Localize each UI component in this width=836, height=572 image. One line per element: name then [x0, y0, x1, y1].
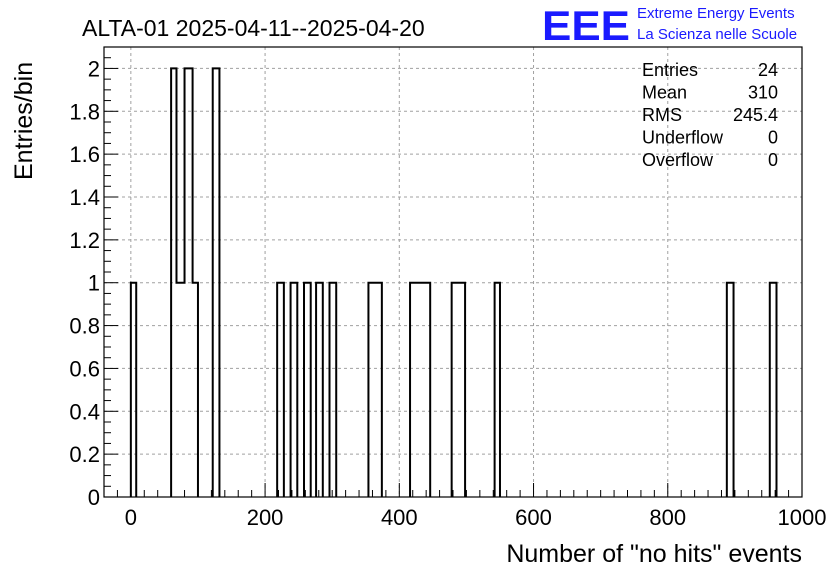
histogram-bin: [176, 283, 184, 497]
histogram-bin: [131, 283, 136, 497]
stats-label: RMS: [642, 105, 682, 125]
y-tick-label: 1.6: [69, 142, 100, 167]
histogram-bin: [410, 283, 430, 497]
y-tick-label: 0.4: [69, 399, 100, 424]
stats-value: 0: [768, 128, 778, 148]
stats-value: 310: [748, 83, 778, 103]
eee-logo-line-2: La Scienza nelle Scuole: [637, 26, 797, 43]
y-tick-label: 0.8: [69, 314, 100, 339]
histogram-bin: [330, 283, 337, 497]
x-axis-label: Number of "no hits" events: [506, 540, 802, 568]
x-tick-label: 1000: [778, 505, 827, 530]
stats-label: Entries: [642, 60, 698, 80]
y-tick-label: 1.8: [69, 99, 100, 124]
x-tick-label: 800: [649, 505, 686, 530]
histogram-bin: [185, 68, 193, 497]
stats-box: Entries 24 Mean 310 RMS 245.4 Underflow 0 Overfl…: [642, 60, 778, 170]
eee-logo: EEE Extreme Energy Events La Scienza nel…: [542, 2, 797, 49]
x-tick-label: 600: [515, 505, 552, 530]
histogram-bin: [727, 283, 734, 497]
x-tick-label: 400: [381, 505, 418, 530]
y-tick-label: 1.4: [69, 185, 100, 210]
histogram-bin: [304, 283, 311, 497]
y-tick-label: 1: [88, 271, 100, 296]
histogram-bin: [770, 283, 777, 497]
eee-logo-line-1: Extreme Energy Events: [637, 5, 795, 22]
histogram-bin: [495, 283, 500, 497]
histogram-bin: [316, 283, 323, 497]
stats-value: 245.4: [733, 105, 778, 125]
histogram-bin: [452, 283, 465, 497]
histogram-outline: [129, 67, 778, 497]
stats-label: Mean: [642, 83, 687, 103]
histogram-bins: [129, 67, 778, 497]
y-axis-label: Entries/bin: [10, 62, 38, 180]
y-tick-label: 2: [88, 56, 100, 81]
y-tick-label: 0.6: [69, 356, 100, 381]
stats-label: Underflow: [642, 128, 724, 148]
histogram-bin: [291, 283, 298, 497]
histogram-bin: [368, 283, 381, 497]
stats-value: 24: [758, 60, 778, 80]
histogram-bin: [193, 283, 198, 497]
eee-logo-mark: EEE: [542, 2, 630, 49]
y-tick-label: 0.2: [69, 442, 100, 467]
stats-value: 0: [768, 150, 778, 170]
y-tick-label: 1.2: [69, 228, 100, 253]
histogram-bin: [171, 68, 176, 497]
stats-label: Overflow: [642, 150, 714, 170]
histogram-bin: [213, 68, 220, 497]
x-tick-label: 0: [125, 505, 137, 530]
histogram-bin: [277, 283, 284, 497]
axes: 0 0.2 0.4 0.6 0.8 1 1.2 1.4 1.6 1.8 2 0 200 400 600 800…: [69, 46, 827, 530]
chart-title: ALTA-01 2025-04-11--2025-04-20: [82, 15, 425, 41]
y-tick-label: 0: [88, 485, 100, 510]
x-tick-label: 200: [247, 505, 284, 530]
